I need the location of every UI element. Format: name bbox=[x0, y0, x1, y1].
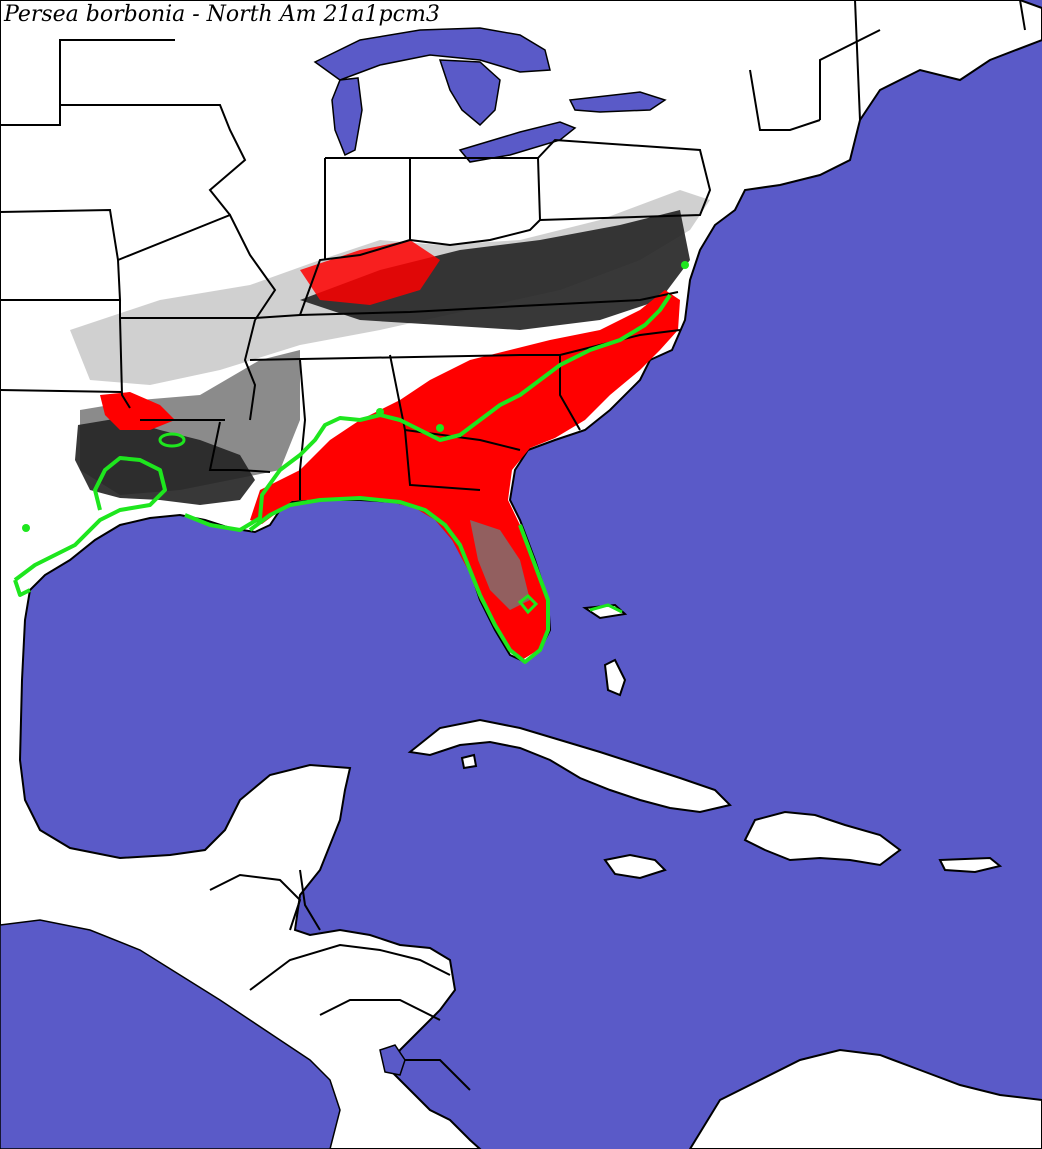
hispaniola bbox=[743, 810, 902, 867]
range-outline bbox=[13, 293, 672, 664]
range-point bbox=[158, 432, 186, 448]
south-america-land bbox=[688, 1048, 1042, 1149]
puerto-rico bbox=[938, 856, 1003, 874]
bay-of-honduras-water bbox=[0, 919, 341, 1149]
range-point bbox=[376, 408, 384, 416]
lake-superior bbox=[313, 27, 551, 81]
range-point bbox=[517, 594, 539, 615]
florida-inland-shading bbox=[470, 520, 530, 610]
lake-erie bbox=[458, 121, 577, 163]
central-america-borders bbox=[209, 869, 471, 1091]
dark-suitability-region bbox=[75, 418, 255, 505]
bahamas-andros bbox=[603, 658, 627, 697]
range-outline-bahamas bbox=[589, 603, 623, 614]
lake-nicaragua bbox=[379, 1044, 406, 1076]
lake-michigan bbox=[331, 77, 363, 157]
predicted-suitable-region bbox=[250, 290, 680, 660]
cuba bbox=[407, 718, 732, 814]
lake-huron bbox=[438, 59, 501, 127]
range-point bbox=[681, 261, 689, 269]
dark-suitability-region-east bbox=[300, 210, 690, 330]
range-point bbox=[436, 424, 444, 432]
political-borders bbox=[0, 0, 1026, 500]
range-point bbox=[22, 524, 30, 532]
predicted-suitable-ohio-valley bbox=[300, 240, 440, 305]
jamaica bbox=[603, 853, 667, 880]
map-title: Persea borbonia - North Am 21a1pcm3 bbox=[4, 2, 440, 27]
lake-ontario bbox=[568, 91, 667, 113]
isle-of-youth bbox=[460, 753, 478, 770]
